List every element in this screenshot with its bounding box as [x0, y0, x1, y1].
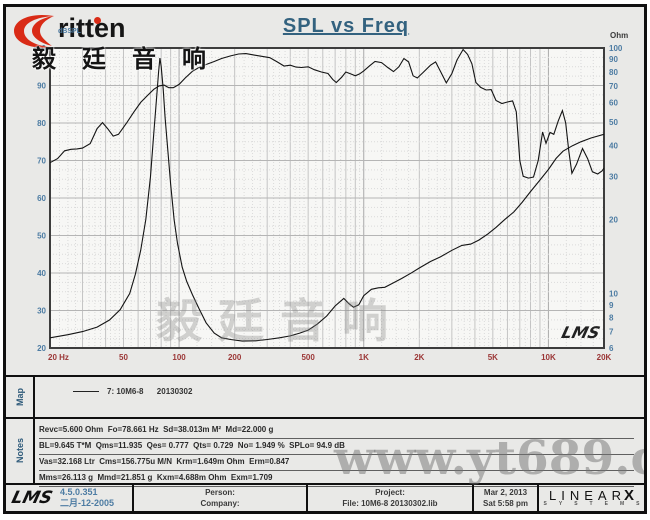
- file-name: File: 10M6-8 20130302.lib: [342, 499, 438, 508]
- page-title: SPL vs Freq: [282, 15, 410, 37]
- linearx-x: X: [623, 486, 634, 504]
- ts-parameters-line-2: BL=9.645 T*M Qms=11.935 Qes= 0.777 Qts= …: [39, 439, 634, 455]
- map-section-label: Map: [6, 377, 35, 417]
- lms-version: 4.5.0.351: [60, 487, 98, 497]
- svg-text:100: 100: [609, 44, 623, 53]
- svg-text:7: 7: [609, 328, 614, 337]
- svg-text:20 Hz: 20 Hz: [48, 353, 69, 362]
- eritten-logo-swoosh-icon: [14, 14, 54, 48]
- person-company-cell: Person: Company:: [134, 485, 308, 511]
- svg-text:40: 40: [37, 269, 46, 278]
- svg-text:100: 100: [33, 44, 47, 53]
- curve-legend: 7: 10M6-8 20130302: [73, 387, 192, 396]
- lms-version-cell: LMS 4.5.0.351 二月-12-2005: [6, 485, 134, 511]
- notes-section-label: Notes: [6, 419, 35, 483]
- svg-text:2K: 2K: [414, 353, 424, 362]
- website-watermark: www.yt689.com: [334, 431, 644, 486]
- footer-bar: LMS 4.5.0.351 二月-12-2005 Person: Company…: [6, 483, 644, 511]
- project-file-cell: Project: File: 10M6-8 20130302.lib: [308, 485, 474, 511]
- svg-text:70: 70: [609, 82, 618, 91]
- map-content: 7: 10M6-8 20130302: [35, 377, 644, 417]
- svg-text:70: 70: [37, 157, 46, 166]
- svg-text:40: 40: [609, 142, 618, 151]
- spl-vs-freq-chart: 100 90 80 70 60 50 40 30 20 100 90 80 70 60 50 40 30 20 10…: [33, 44, 623, 362]
- notes-section: Notes Revc=5.600 Ohm Fo=78.661 Hz Sd=38.…: [6, 417, 644, 487]
- svg-text:50: 50: [37, 232, 46, 241]
- report-time: Sat 5:58 pm: [483, 499, 528, 508]
- legend-label: 7: 10M6-8 20130302: [107, 387, 193, 396]
- lms-version-date: 二月-12-2005: [60, 498, 115, 508]
- svg-text:20: 20: [609, 216, 618, 225]
- left-axis-unit-label: dBSPL: [58, 28, 81, 35]
- logo-i-dot: [94, 17, 101, 24]
- ts-parameters-line-1: Revc=5.600 Ohm Fo=78.661 Hz Sd=38.013m M…: [39, 423, 634, 439]
- svg-text:10: 10: [609, 290, 618, 299]
- lms-chart-logo: LMS: [559, 323, 603, 342]
- brand-chinese-text: 毅廷音响: [32, 46, 232, 73]
- svg-text:60: 60: [609, 98, 618, 107]
- legend-line-sample: [73, 391, 99, 392]
- report-page: 100 90 80 70 60 50 40 30 20 100 90 80 70 60 50 40 30 20 10…: [3, 4, 647, 514]
- svg-text:90: 90: [609, 55, 618, 64]
- linearx-text: LINEAR: [549, 487, 626, 503]
- map-label-text: Map: [14, 388, 25, 406]
- svg-text:80: 80: [609, 68, 618, 77]
- svg-text:8: 8: [609, 313, 614, 322]
- svg-text:60: 60: [37, 194, 46, 203]
- svg-text:9: 9: [609, 301, 614, 310]
- svg-text:30: 30: [37, 307, 46, 316]
- person-label: Person:: [205, 488, 235, 497]
- date-time-cell: Mar 2, 2013 Sat 5:58 pm: [474, 485, 539, 511]
- linearx-logo: LINEAR X: [549, 486, 634, 504]
- chart-watermark: 毅廷音响: [156, 295, 404, 347]
- notes-label-text: Notes: [14, 438, 25, 464]
- svg-text:80: 80: [37, 119, 46, 128]
- svg-text:90: 90: [37, 82, 46, 91]
- svg-text:200: 200: [228, 353, 242, 362]
- project-label: Project:: [375, 488, 405, 497]
- right-axis-unit-label: Ohm: [610, 31, 629, 40]
- svg-text:50: 50: [119, 353, 128, 362]
- brand-logo-text: ritten: [58, 13, 126, 43]
- map-section: Map 7: 10M6-8 20130302: [6, 375, 644, 417]
- svg-text:20K: 20K: [597, 353, 612, 362]
- lms-footer-logo: LMS: [9, 488, 55, 508]
- company-label: Company:: [200, 499, 240, 508]
- version-block: 4.5.0.351 二月-12-2005: [60, 487, 114, 509]
- ts-parameters-line-3: Vas=32.168 Ltr Cms=156.775u M/N Krm=1.64…: [39, 455, 634, 471]
- svg-text:20: 20: [37, 344, 46, 353]
- svg-text:6: 6: [609, 344, 614, 353]
- notes-content: Revc=5.600 Ohm Fo=78.661 Hz Sd=38.013m M…: [35, 419, 644, 487]
- svg-text:100: 100: [172, 353, 186, 362]
- svg-text:30: 30: [609, 172, 618, 181]
- ts-parameters-line-4: Mms=26.113 g Mmd=21.851 g Kxm=4.688m Ohm…: [39, 471, 634, 487]
- svg-text:1K: 1K: [359, 353, 369, 362]
- svg-text:10K: 10K: [541, 353, 556, 362]
- svg-text:50: 50: [609, 118, 618, 127]
- svg-text:500: 500: [301, 353, 315, 362]
- report-date: Mar 2, 2013: [483, 488, 528, 497]
- svg-text:5K: 5K: [488, 353, 498, 362]
